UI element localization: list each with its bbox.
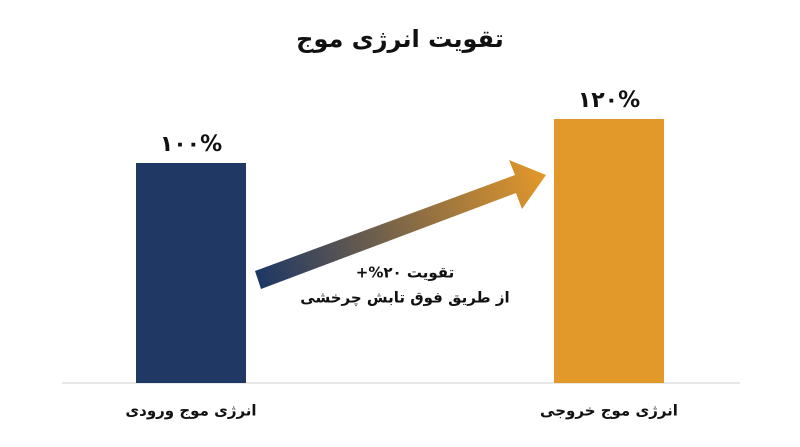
- growth-arrow: [255, 160, 546, 289]
- x-tick-label: انرژی موج خروجی: [540, 402, 678, 420]
- x-tick-label: انرژی موج ورودی: [125, 402, 256, 420]
- value-label: ۱۰۰%: [160, 132, 222, 157]
- value-label: ۱۲۰%: [578, 88, 640, 113]
- bar: [554, 119, 664, 383]
- chart-title: تقویت انرژی موج: [296, 25, 504, 53]
- annotation: از طریق فوق تابش چرخشی: [300, 289, 509, 308]
- annotation: تقویت ۲۰%+: [356, 264, 455, 282]
- bar: [136, 163, 246, 383]
